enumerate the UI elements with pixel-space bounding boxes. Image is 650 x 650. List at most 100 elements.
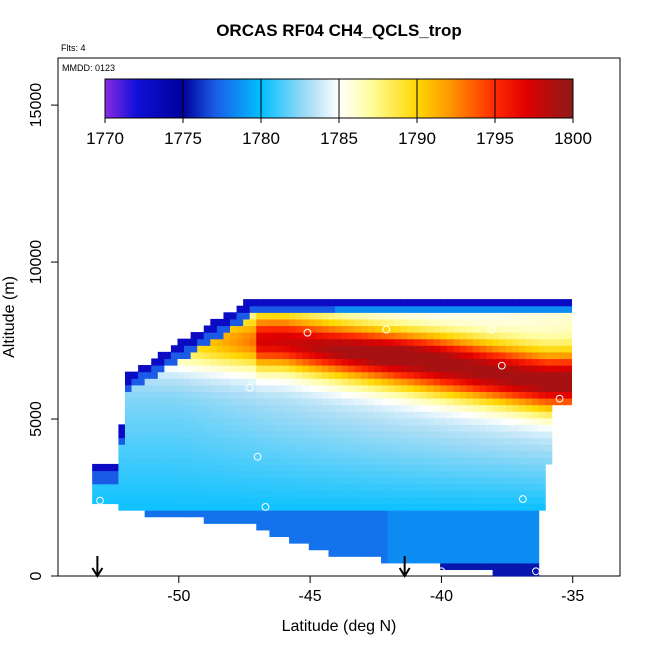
heatmap-cell [538,503,546,511]
heatmap-cell [361,299,369,307]
heatmap-cell [532,358,540,366]
heatmap-cell [321,332,330,340]
heatmap-cell [203,417,211,425]
heatmap-cell [124,378,133,386]
heatmap-cell [374,510,382,518]
heatmap-cell [216,411,225,419]
heatmap-cell [367,477,376,485]
heatmap-cell [289,470,297,478]
heatmap-cell [184,417,192,425]
heatmap-cell [499,318,507,327]
heatmap-cell [302,391,310,399]
heatmap-cell [236,365,244,373]
heatmap-cell [492,365,500,373]
heatmap-cell [400,325,408,333]
heatmap-cell [472,450,481,458]
heatmap-cell [164,404,172,412]
heatmap-cell [394,437,402,445]
heatmap-cell [499,345,507,353]
heatmap-cell [420,411,428,419]
heatmap-cell [295,305,303,313]
heatmap-cell [492,325,500,333]
heatmap-cell [472,371,481,379]
heatmap-cell [525,536,533,544]
heatmap-cell [512,490,520,498]
heatmap-cell [492,457,500,465]
heatmap-cell [236,371,244,379]
heatmap-cell [308,477,316,485]
heatmap-cell [525,569,533,577]
heatmap-cell [302,318,310,327]
heatmap-cell [426,325,435,333]
heatmap-cell [532,417,540,425]
heatmap-cell [243,404,251,412]
heatmap-cell [459,529,467,538]
heatmap-cell [486,477,494,485]
heatmap-cell [105,496,113,505]
heatmap-cell [151,496,159,505]
heatmap-cell [466,543,474,551]
heatmap-cell [197,463,205,472]
heatmap-cell [328,516,336,524]
heatmap-cell [335,516,343,524]
heatmap-cell [269,483,277,491]
heatmap-cell [164,430,172,439]
heatmap-cell [453,384,461,392]
heatmap-cell [558,299,566,307]
heatmap-cell [433,496,441,505]
heatmap-cell [486,536,494,544]
heatmap-cell [499,411,507,419]
heatmap-cell [138,384,146,392]
heatmap-cell [426,483,435,491]
heatmap-cell [407,358,415,366]
heatmap-cell [197,444,205,452]
heatmap-cell [551,391,559,399]
heatmap-cell [407,450,415,458]
heatmap-cell [341,325,349,333]
heatmap-cell [492,417,500,425]
heatmap-cell [400,430,408,439]
heatmap-cell [262,345,271,353]
heatmap-cell [210,338,218,346]
heatmap-cell [453,536,461,544]
heatmap-cell [446,345,454,353]
heatmap-cell [282,477,290,485]
heatmap-cell [512,477,520,485]
heatmap-cell [124,444,133,452]
heatmap-cell [381,424,389,432]
heatmap-cell [440,470,448,478]
heatmap-cell [446,450,454,458]
heatmap-cell [440,398,448,406]
heatmap-cell [564,299,573,307]
heatmap-cell [315,523,323,531]
heatmap-cell [486,299,494,307]
heatmap-cell [420,325,428,333]
heatmap-cell [203,463,211,472]
heatmap-cell [236,450,244,458]
heatmap-cell [446,325,454,333]
heatmap-cell [170,483,179,491]
heatmap-cell [459,470,467,478]
heatmap-cell [197,483,205,491]
heatmap-cell [387,450,395,458]
heatmap-cell [446,457,454,465]
heatmap-cell [426,437,435,445]
heatmap-cell [538,444,546,452]
heatmap-cell [394,510,402,518]
heatmap-cell [157,358,165,366]
heatmap-cell [518,391,527,399]
x-axis-label: Latitude (deg N) [282,618,397,635]
heatmap-cell [479,345,487,353]
heatmap-cell [256,437,264,445]
heatmap-cell [230,325,238,333]
heatmap-cell [335,345,343,353]
heatmap-cell [407,477,415,485]
heatmap-cell [512,569,520,577]
heatmap-cell [157,430,165,439]
heatmap-cell [321,312,330,320]
heatmap-cell [551,318,559,327]
heatmap-cell [374,496,382,505]
heatmap-cell [249,444,257,452]
heatmap-cell [98,490,106,498]
